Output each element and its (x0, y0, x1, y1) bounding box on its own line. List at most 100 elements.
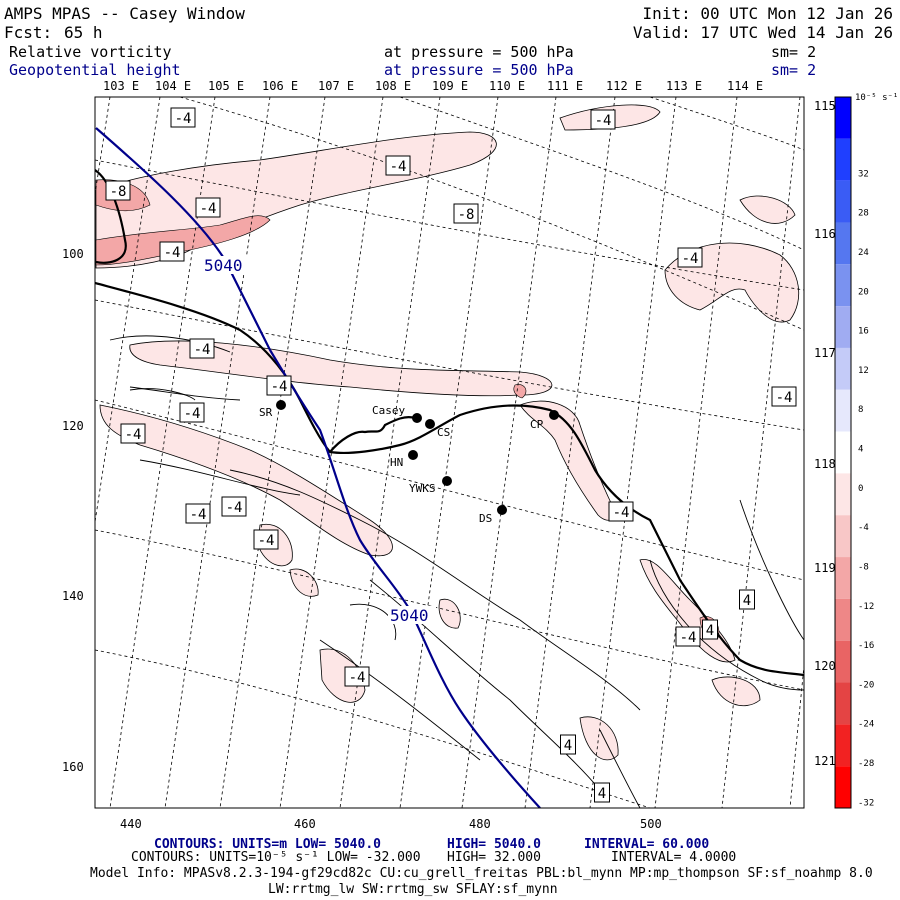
colorbar-swatch (835, 724, 851, 767)
colorbar-swatch (835, 640, 851, 683)
colorbar-level-label: 24 (858, 248, 869, 258)
lon-label: 107 E (318, 79, 354, 93)
colorbar-level-label: 32 (858, 169, 869, 179)
x-tick-label: 480 (469, 817, 491, 831)
field1-level: at pressure = 500 hPa (384, 43, 574, 61)
vorticity-label-box (179, 402, 205, 423)
vorticity-label: 4 (743, 593, 751, 609)
vorticity-label: -4 (680, 630, 697, 646)
colorbar-swatch (835, 306, 851, 348)
colorbar-level-label: 12 (858, 366, 869, 376)
height-contour-label: 5040 (204, 256, 243, 275)
vorticity-label-box (189, 338, 215, 359)
vorticity-label: -4 (226, 500, 243, 516)
station-label: DS (479, 512, 492, 525)
colorbar-level-label: -4 (858, 523, 869, 533)
vorticity-label: -4 (175, 111, 192, 127)
vorticity-label: -4 (349, 670, 366, 686)
height-contour-label: 5040 (390, 606, 429, 625)
footer-vorticity-line: CONTOURS: UNITS=10⁻⁵ s⁻¹ LOW= -32.000 HI… (131, 850, 736, 865)
lon-label: 109 E (432, 79, 468, 93)
colorbar-level-label: 0 (858, 484, 863, 494)
station-label: CP (530, 418, 544, 431)
vorticity-label: 4 (564, 738, 572, 754)
vorticity-label: -8 (458, 207, 475, 223)
colorbar-swatch (835, 97, 851, 139)
station-marker (442, 476, 452, 486)
longitude-lines (95, 97, 804, 808)
field2-level: at pressure = 500 hPa (384, 61, 574, 79)
vorticity-label-box (385, 155, 411, 176)
y-tick-label: 160 (62, 760, 84, 774)
height-contour-labels: 5040 5040 (202, 256, 436, 625)
lon-label: 108 E (375, 79, 411, 93)
vorticity-label-box (739, 589, 755, 610)
colorbar-level-label: 16 (858, 327, 869, 337)
footer-contours-units: CONTOURS: UNITS=10⁻⁵ s⁻¹ LOW= -32.000 (131, 850, 421, 865)
valid-time: Valid: 17 UTC Wed 14 Jan 26 (633, 23, 893, 42)
vorticity-label: -4 (776, 390, 793, 406)
colorbar-swatch (835, 180, 851, 223)
colorbar-border (834, 96, 852, 809)
colorbar-level-label: 8 (858, 405, 863, 415)
footer-height-line: CONTOURS: UNITS=m LOW= 5040.0 HIGH= 5040… (154, 837, 709, 852)
vorticity-label: -4 (595, 113, 612, 129)
vorticity-labels: -4 -4 -8 -4 -4 -8 -4 -4 -4 -4 -4 -4 -4 -4 -4 -4 -4 -4 4 -4 4… (105, 107, 797, 803)
vorticity-label-box (105, 180, 131, 201)
station-marker (497, 505, 507, 515)
vorticity-label-box (170, 107, 196, 128)
model-info-2: LW:rrtmg_lw SW:rrtmg_sw SFLAY:sf_mynn (268, 882, 558, 897)
station-label: CS (437, 426, 450, 439)
lon-label: 105 E (208, 79, 244, 93)
forecast-hour: 65 h (64, 23, 103, 42)
x-tick-label: 460 (294, 817, 316, 831)
station-label: SR (259, 406, 273, 419)
vorticity-label: 4 (706, 623, 714, 639)
vorticity-label-box (120, 423, 146, 444)
footer-interval: INTERVAL= 4.0000 (611, 850, 736, 865)
vorticity-label-box (608, 501, 634, 522)
vorticity-label: 4 (598, 786, 606, 802)
colorbar-level-label: -16 (858, 641, 874, 651)
vorticity-label: -4 (271, 379, 288, 395)
vorticity-label: -4 (613, 505, 630, 521)
vorticity-label: -4 (200, 201, 217, 217)
lon-label: 106 E (262, 79, 298, 93)
footer-high: HIGH= 32.000 (447, 850, 541, 865)
vorticity-label: -4 (164, 245, 181, 261)
colorbar-level-label: -28 (858, 759, 874, 769)
vorticity-label-box (344, 666, 370, 687)
field2-smoothing: sm= 2 (771, 61, 816, 79)
lon-label: 104 E (155, 79, 191, 93)
colorbar-level-label: 20 (858, 287, 869, 297)
vorticity-label: -4 (682, 251, 699, 267)
station-label: HN (390, 456, 403, 469)
vorticity-label: -4 (258, 533, 275, 549)
y-tick-label: 120 (62, 419, 84, 433)
station-marker (412, 413, 422, 423)
colorbar-swatch (835, 515, 851, 558)
colorbar-swatch (835, 264, 851, 307)
colorbar-level-label: -32 (858, 798, 874, 808)
y-tick-label: 100 (62, 247, 84, 261)
colorbar-level-label: -12 (858, 602, 874, 612)
vorticity-label-box (594, 782, 610, 803)
vorticity-label: -4 (190, 507, 207, 523)
colorbar-swatch (835, 682, 851, 725)
station-label: YWKS (409, 482, 436, 495)
field1-name: Relative vorticity (9, 43, 172, 61)
colorbar-level-label: 28 (858, 209, 869, 219)
colorbar-level-label: -20 (858, 680, 874, 690)
plot-border (94, 96, 805, 809)
vorticity-label-box (677, 247, 703, 268)
lon-label: 110 E (489, 79, 525, 93)
footer-contours-units: CONTOURS: UNITS=m LOW= 5040.0 (154, 837, 381, 852)
colorbar-swatch (835, 557, 851, 599)
station-marker (425, 419, 435, 429)
colorbar-level-label: -8 (858, 562, 869, 572)
vorticity-label-box (185, 503, 211, 524)
vorticity-label-box (221, 496, 247, 517)
vorticity-label-box (702, 619, 718, 640)
lon-label: 103 E (103, 79, 139, 93)
